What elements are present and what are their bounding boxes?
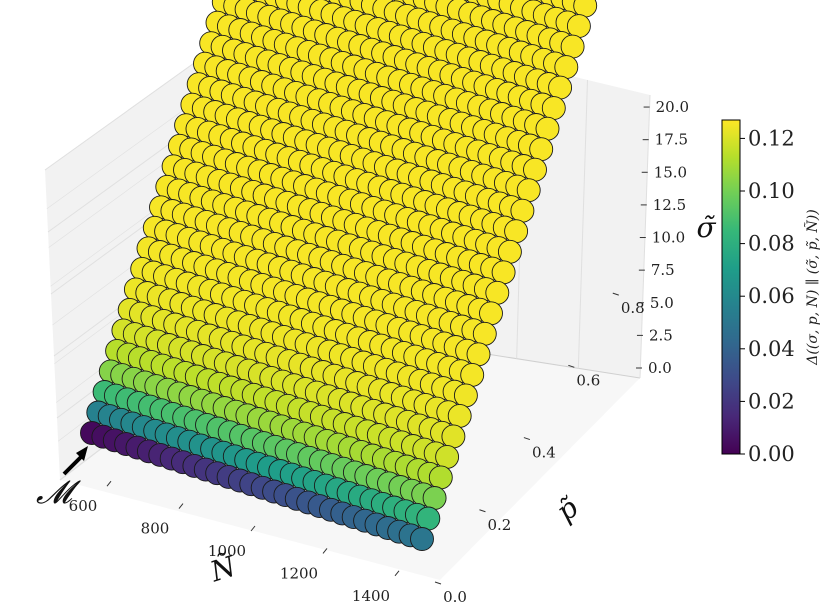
- data-point: [516, 178, 541, 203]
- data-point: [428, 465, 453, 490]
- z-tick-label: 5.0: [650, 294, 674, 312]
- colorbar-tick-label: 0.02: [748, 389, 795, 413]
- z-tick-label: 10.0: [652, 229, 685, 247]
- data-point: [497, 239, 522, 264]
- x-tick-mark: [322, 548, 328, 554]
- colorbar-tick-label: 0.06: [748, 284, 795, 308]
- z-tick-label: 12.5: [653, 196, 686, 214]
- z-tick-label: 2.5: [649, 326, 673, 344]
- colorbar-tick-label: 0.12: [748, 126, 795, 150]
- data-point: [491, 260, 516, 285]
- axis-ticks: 600 800 1000 1200 1400 0.0 0.2 0.4 0.6 0.8 0.0 2.5 5…: [69, 98, 689, 605]
- colorbar-tick-label: 0.00: [748, 442, 795, 466]
- data-point: [441, 424, 466, 449]
- data-point: [453, 383, 478, 408]
- grid-line: [577, 79, 588, 369]
- x-tick-mark: [250, 525, 256, 532]
- z-tick-label: 20.0: [656, 98, 689, 116]
- grid-line: [639, 94, 651, 379]
- data-point: [529, 137, 554, 162]
- data-point: [504, 219, 529, 244]
- data-point: [410, 527, 434, 551]
- y-axis-label: p̃: [550, 490, 585, 528]
- colorbar-label: Δ((σ, p, N) ∥ (σ̃, p̃, Ñ)): [803, 209, 821, 365]
- colorbar: 0.00 0.02 0.04 0.06 0.08 0.10 0.12 Δ((σ, p, N)…: [721, 119, 821, 466]
- colorbar-ticks: 0.00 0.02 0.04 0.06 0.08 0.10 0.12: [740, 126, 795, 466]
- y-tick-label: 0.6: [576, 371, 600, 389]
- colorbar-gradient: [721, 119, 741, 455]
- data-point: [541, 96, 566, 121]
- annotation-arrowhead: [76, 446, 88, 461]
- y-tick-label: 0.8: [621, 299, 645, 317]
- data-point: [510, 198, 535, 223]
- x-tick-label: 1000: [208, 542, 246, 560]
- x-tick-label: 1200: [280, 564, 318, 582]
- z-tick-label: 15.0: [654, 163, 687, 181]
- y-tick-mark: [434, 581, 442, 585]
- colorbar-tick-label: 0.04: [748, 337, 795, 361]
- y-tick-mark: [568, 364, 575, 368]
- data-point: [422, 486, 447, 510]
- y-tick-mark: [523, 437, 531, 441]
- y-tick-label: 0.4: [532, 444, 556, 462]
- data-point: [466, 342, 491, 367]
- y-tick-mark: [479, 509, 486, 513]
- data-point: [435, 444, 460, 469]
- data-point: [416, 506, 441, 531]
- y-tick-label: 0.2: [488, 516, 512, 534]
- x-tick-mark: [178, 503, 184, 509]
- x-tick-mark: [394, 570, 400, 577]
- data-point: [460, 362, 485, 387]
- data-point: [566, 14, 591, 39]
- data-point: [523, 157, 547, 182]
- data-points: [80, 0, 598, 551]
- data-point: [472, 321, 497, 346]
- z-axis-label: σ̃: [696, 211, 716, 244]
- data-point: [535, 116, 560, 141]
- z-tick-label: 7.5: [651, 261, 675, 279]
- colorbar-tick-label: 0.10: [748, 179, 795, 203]
- x-tick-label: 800: [141, 520, 170, 538]
- y-tick-label: 0.0: [443, 588, 467, 605]
- x-tick-label: 1400: [352, 587, 390, 605]
- data-point: [485, 280, 510, 305]
- y-tick-mark: [612, 292, 619, 296]
- z-tick-label: 0.0: [648, 359, 672, 377]
- data-point: [447, 403, 472, 428]
- x-tick-label: 600: [69, 497, 98, 515]
- data-point: [548, 75, 573, 100]
- z-tick-label: 17.5: [655, 131, 688, 149]
- data-point: [554, 55, 579, 80]
- colorbar-tick-label: 0.08: [748, 232, 795, 256]
- data-point: [560, 34, 585, 59]
- x-tick-mark: [106, 480, 112, 487]
- data-point: [479, 301, 503, 326]
